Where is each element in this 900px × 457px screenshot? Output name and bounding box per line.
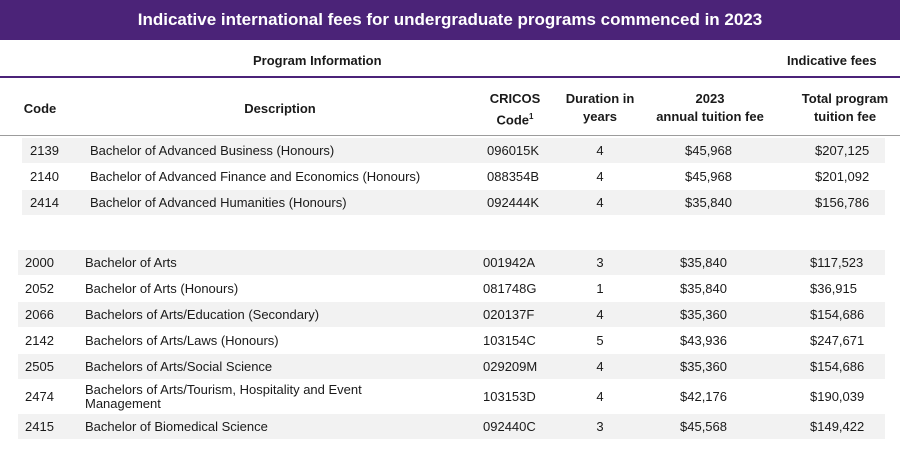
table-row: 2474 Bachelors of Arts/Tourism, Hospital… [18, 380, 885, 413]
group-indicative-fees: Indicative fees [787, 53, 877, 68]
table-row: 2139 Bachelor of Advanced Business (Hono… [22, 138, 885, 163]
cell-annual-fee: $45,568 [680, 419, 727, 434]
header-total-line1: Total program [801, 91, 889, 106]
cell-annual-fee: $45,968 [685, 169, 732, 184]
cell-cricos: 029209M [483, 359, 538, 374]
cell-duration: 1 [596, 281, 604, 296]
cell-total-fee: $117,523 [810, 255, 864, 270]
cell-total-fee: $247,671 [810, 333, 865, 348]
cell-duration: 4 [596, 143, 604, 158]
table-row: 2066 Bachelors of Arts/Education (Second… [18, 302, 885, 327]
cell-duration: 5 [596, 333, 604, 348]
cell-annual-fee: $35,360 [680, 307, 727, 322]
header-annual-line2: annual tuition fee [656, 109, 764, 124]
cell-cricos: 096015K [487, 143, 540, 158]
header-duration-line1: Duration in [565, 91, 635, 106]
page-title: Indicative international fees for underg… [0, 0, 900, 40]
cell-code: 2415 [25, 419, 54, 434]
header-annual-fee: 2023 annual tuition fee [645, 90, 775, 126]
table-row: 2142 Bachelors of Arts/Laws (Honours) 10… [18, 328, 885, 353]
table-row: 2415 Bachelor of Biomedical Science 0924… [18, 414, 885, 439]
cell-code: 2140 [30, 169, 59, 184]
cell-annual-fee: $35,360 [680, 359, 727, 374]
cell-description: Bachelors of Arts/Education (Secondary) [85, 307, 320, 322]
cell-cricos: 088354B [487, 169, 540, 184]
group-program-information: Program Information [253, 53, 382, 68]
cell-annual-fee: $42,176 [680, 389, 727, 404]
cell-cricos: 092440C [483, 419, 536, 434]
cell-annual-fee: $35,840 [685, 195, 732, 210]
cell-cricos: 103154C [483, 333, 536, 348]
cell-duration: 4 [596, 169, 604, 184]
cell-total-fee: $190,039 [810, 389, 865, 404]
cell-duration: 4 [596, 307, 604, 322]
cell-duration: 4 [596, 359, 604, 374]
cell-code: 2066 [25, 307, 54, 322]
header-description: Description [244, 101, 316, 116]
cell-cricos: 001942A [483, 255, 536, 270]
cell-annual-fee: $35,840 [680, 255, 727, 270]
cell-annual-fee: $35,840 [680, 281, 727, 296]
cell-code: 2142 [25, 333, 54, 348]
cell-description: Bachelor of Arts [85, 255, 177, 270]
cell-cricos: 092444K [487, 195, 540, 210]
header-annual-line1: 2023 [695, 91, 725, 106]
cell-cricos: 020137F [483, 307, 535, 322]
cell-code: 2139 [30, 143, 59, 158]
cell-description: Bachelor of Biomedical Science [85, 419, 268, 434]
cell-description: Bachelor of Arts (Honours) [85, 281, 239, 296]
cell-description: Bachelors of Arts/Laws (Honours) [85, 333, 279, 348]
cell-total-fee: $207,125 [815, 143, 870, 158]
cell-total-fee: $201,092 [815, 169, 870, 184]
header-total-line2: tuition fee [813, 109, 877, 124]
cell-duration: 4 [596, 195, 604, 210]
cell-description: Bachelor of Advanced Finance and Economi… [90, 169, 421, 184]
header-cricos-line2: Code1 [470, 108, 560, 129]
table-row: 2052 Bachelor of Arts (Honours) 081748G … [18, 276, 885, 301]
cell-cricos: 081748G [483, 281, 537, 296]
group-header-row: Program Information Indicative fees [0, 40, 900, 78]
cell-code: 2414 [30, 195, 59, 210]
table-row: 2140 Bachelor of Advanced Finance and Ec… [22, 164, 885, 189]
cell-code: 2052 [25, 281, 54, 296]
cell-total-fee: $36,915 [810, 281, 857, 296]
header-total-fee: Total program tuition fee [785, 90, 900, 126]
header-cricos-code: Code [496, 112, 530, 128]
cell-duration: 3 [596, 419, 604, 434]
cell-description: Bachelor of Advanced Business (Honours) [90, 143, 335, 158]
table-row: 2505 Bachelors of Arts/Social Science 02… [18, 354, 885, 379]
cell-description: Bachelor of Advanced Humanities (Honours… [90, 195, 347, 210]
cell-duration: 3 [596, 255, 604, 270]
cell-cricos: 103153D [483, 389, 536, 404]
table-row: 2000 Bachelor of Arts 001942A 3 $35,840 … [18, 250, 885, 275]
header-cricos-line1: CRICOS [489, 91, 541, 106]
cell-code: 2505 [25, 359, 54, 374]
cell-description: Bachelors of Arts/Social Science [85, 359, 273, 374]
header-divider [0, 135, 900, 136]
cell-total-fee: $156,786 [815, 195, 870, 210]
cell-description: Bachelors of Arts/Tourism, Hospitality a… [85, 381, 362, 411]
header-code: Code [23, 101, 57, 116]
cell-annual-fee: $43,936 [680, 333, 727, 348]
cell-duration: 4 [596, 389, 604, 404]
header-duration-line2: years [583, 109, 617, 124]
cell-total-fee: $154,686 [810, 307, 865, 322]
cell-total-fee: $149,422 [810, 419, 865, 434]
cell-code: 2000 [25, 255, 54, 270]
cell-total-fee: $154,686 [810, 359, 865, 374]
table-row: 2414 Bachelor of Advanced Humanities (Ho… [22, 190, 885, 215]
header-cricos: CRICOS Code1 [470, 90, 560, 129]
cell-code: 2474 [25, 389, 54, 404]
header-duration: Duration in years [555, 90, 645, 126]
cell-annual-fee: $45,968 [685, 143, 732, 158]
footnote-marker: 1 [529, 112, 534, 121]
